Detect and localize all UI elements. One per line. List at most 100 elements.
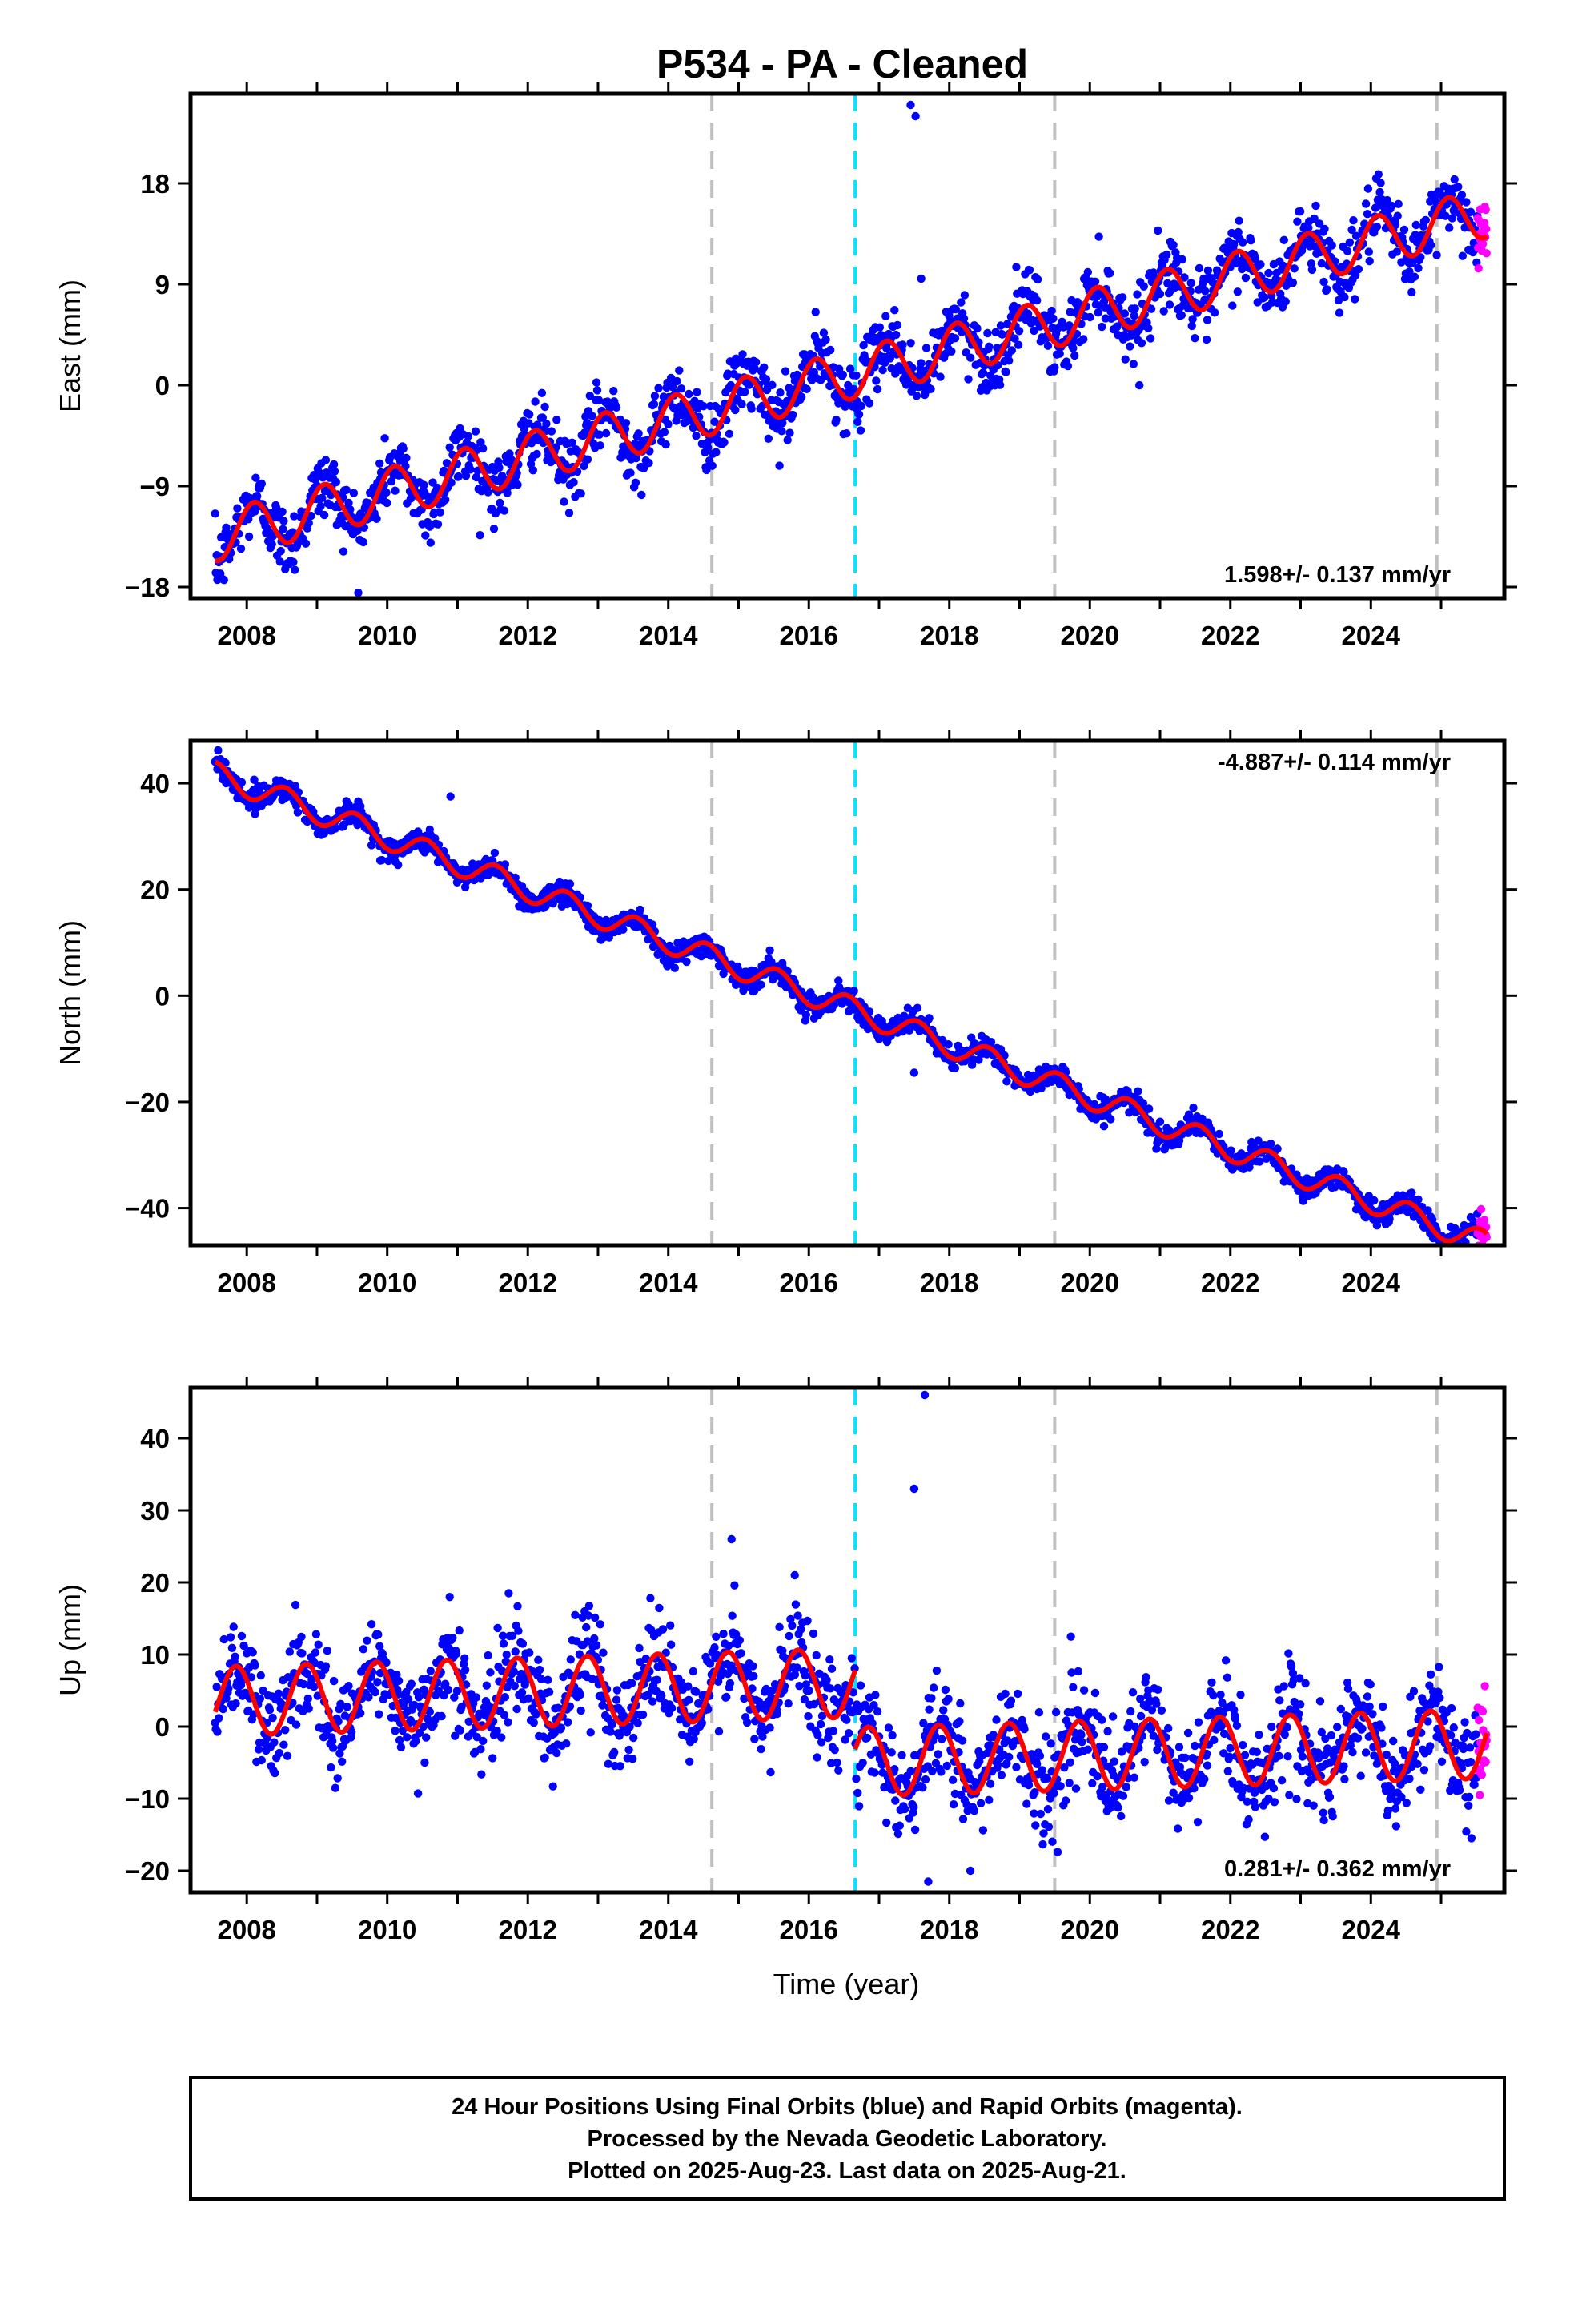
final-orbit-point xyxy=(594,396,604,404)
final-orbit-point xyxy=(1071,1784,1081,1793)
final-orbit-point xyxy=(632,453,640,463)
final-orbit-point xyxy=(1178,255,1186,264)
final-orbit-point xyxy=(1154,1685,1162,1694)
final-orbit-point xyxy=(1462,198,1471,207)
x-tick-label: 2014 xyxy=(639,621,698,650)
final-orbit-point xyxy=(1343,247,1352,255)
final-orbit-point xyxy=(871,1691,880,1699)
final-orbit-point xyxy=(377,855,387,865)
final-orbit-point xyxy=(276,546,285,556)
final-orbit-point xyxy=(552,416,561,424)
final-orbit-point xyxy=(534,1655,543,1664)
x-tick-label: 2016 xyxy=(780,621,838,650)
final-orbit-point xyxy=(1114,1803,1122,1812)
final-orbit-point xyxy=(1038,1839,1047,1849)
final-orbit-point xyxy=(1347,225,1356,235)
final-orbit-point xyxy=(1188,315,1197,324)
final-orbit-point xyxy=(518,1639,528,1648)
final-orbit-point xyxy=(1311,201,1320,211)
final-orbit-point xyxy=(1307,259,1316,268)
final-orbit-point xyxy=(704,443,713,452)
final-orbit-point xyxy=(1349,216,1358,225)
final-orbit-point xyxy=(1254,1136,1263,1145)
final-orbit-point xyxy=(1043,341,1053,350)
final-orbit-point xyxy=(490,848,500,858)
final-orbit-point xyxy=(1033,275,1042,284)
final-orbit-point xyxy=(897,1751,906,1759)
final-orbit-point xyxy=(804,1711,813,1721)
final-orbit-point xyxy=(1005,1752,1014,1762)
final-orbit-point xyxy=(978,1826,988,1835)
final-orbit-point xyxy=(917,359,926,368)
final-orbit-point xyxy=(588,412,596,420)
final-orbit-point xyxy=(692,432,701,440)
final-orbit-point xyxy=(1043,1805,1053,1814)
final-orbit-point xyxy=(293,808,303,817)
final-orbit-point xyxy=(1121,355,1130,364)
final-orbit-point xyxy=(325,1724,334,1733)
final-orbit-point xyxy=(909,1803,918,1811)
final-orbit-point xyxy=(356,1709,365,1718)
final-orbit-point xyxy=(930,1683,938,1692)
final-orbit-point xyxy=(761,375,771,384)
final-orbit-point xyxy=(1014,1689,1022,1699)
final-orbit-point xyxy=(1223,1767,1233,1775)
final-orbit-point xyxy=(629,1733,638,1743)
final-orbit-point xyxy=(1134,1087,1142,1096)
final-orbit-point xyxy=(1003,320,1012,328)
final-orbit-point xyxy=(1215,1129,1224,1139)
final-orbit-point xyxy=(394,1676,404,1685)
final-orbit-point xyxy=(976,1799,986,1807)
final-orbit-point xyxy=(1443,1249,1452,1257)
final-orbit-point xyxy=(421,531,430,540)
final-orbit-point xyxy=(856,1681,865,1690)
y-tick-label: −18 xyxy=(125,573,170,602)
final-orbit-point xyxy=(693,388,701,396)
final-orbit-point xyxy=(346,505,355,514)
final-orbit-point xyxy=(1183,1728,1193,1738)
final-orbit-point xyxy=(464,1717,473,1726)
final-orbit-point xyxy=(813,1731,822,1739)
final-orbit-point xyxy=(944,1040,953,1049)
final-orbit-point xyxy=(460,1666,470,1675)
final-orbit-point xyxy=(858,1759,867,1767)
final-orbit-point xyxy=(1106,1115,1115,1124)
final-orbit-point xyxy=(445,1593,454,1602)
outlier-point xyxy=(446,792,455,801)
final-orbit-point xyxy=(829,1727,838,1735)
final-orbit-point xyxy=(1327,241,1336,250)
final-orbit-point xyxy=(488,1754,497,1763)
final-orbit-point xyxy=(509,1667,519,1676)
final-orbit-point xyxy=(375,1710,383,1719)
final-orbit-point xyxy=(270,1738,279,1747)
final-orbit-point xyxy=(1411,220,1421,230)
final-orbit-point xyxy=(290,512,299,521)
final-orbit-point xyxy=(395,1735,404,1745)
final-orbit-point xyxy=(278,507,287,517)
y-tick-label: 0 xyxy=(155,371,170,400)
plot-area xyxy=(211,94,1491,598)
final-orbit-point xyxy=(1155,1117,1165,1126)
final-orbit-point xyxy=(301,539,311,548)
final-orbit-point xyxy=(1267,1140,1275,1148)
final-orbit-point xyxy=(571,1610,580,1620)
final-orbit-point xyxy=(845,1729,853,1738)
final-orbit-point xyxy=(1445,223,1454,232)
y-tick-label: 9 xyxy=(155,270,170,300)
final-orbit-point xyxy=(898,340,907,349)
final-orbit-point xyxy=(1152,1699,1161,1708)
final-orbit-point xyxy=(1135,380,1144,390)
final-orbit-point xyxy=(229,1622,238,1631)
final-orbit-point xyxy=(1146,334,1155,343)
final-orbit-point xyxy=(396,1743,406,1751)
final-orbit-point xyxy=(747,404,756,413)
final-orbit-point xyxy=(892,330,901,340)
final-orbit-point xyxy=(638,1710,648,1719)
final-orbit-point xyxy=(391,486,400,495)
final-orbit-point xyxy=(431,834,440,843)
final-orbit-point xyxy=(303,1694,312,1703)
final-orbit-point xyxy=(631,478,640,487)
final-orbit-point xyxy=(1038,1766,1046,1775)
final-orbit-point xyxy=(231,1652,239,1661)
final-orbit-point xyxy=(486,1668,495,1677)
